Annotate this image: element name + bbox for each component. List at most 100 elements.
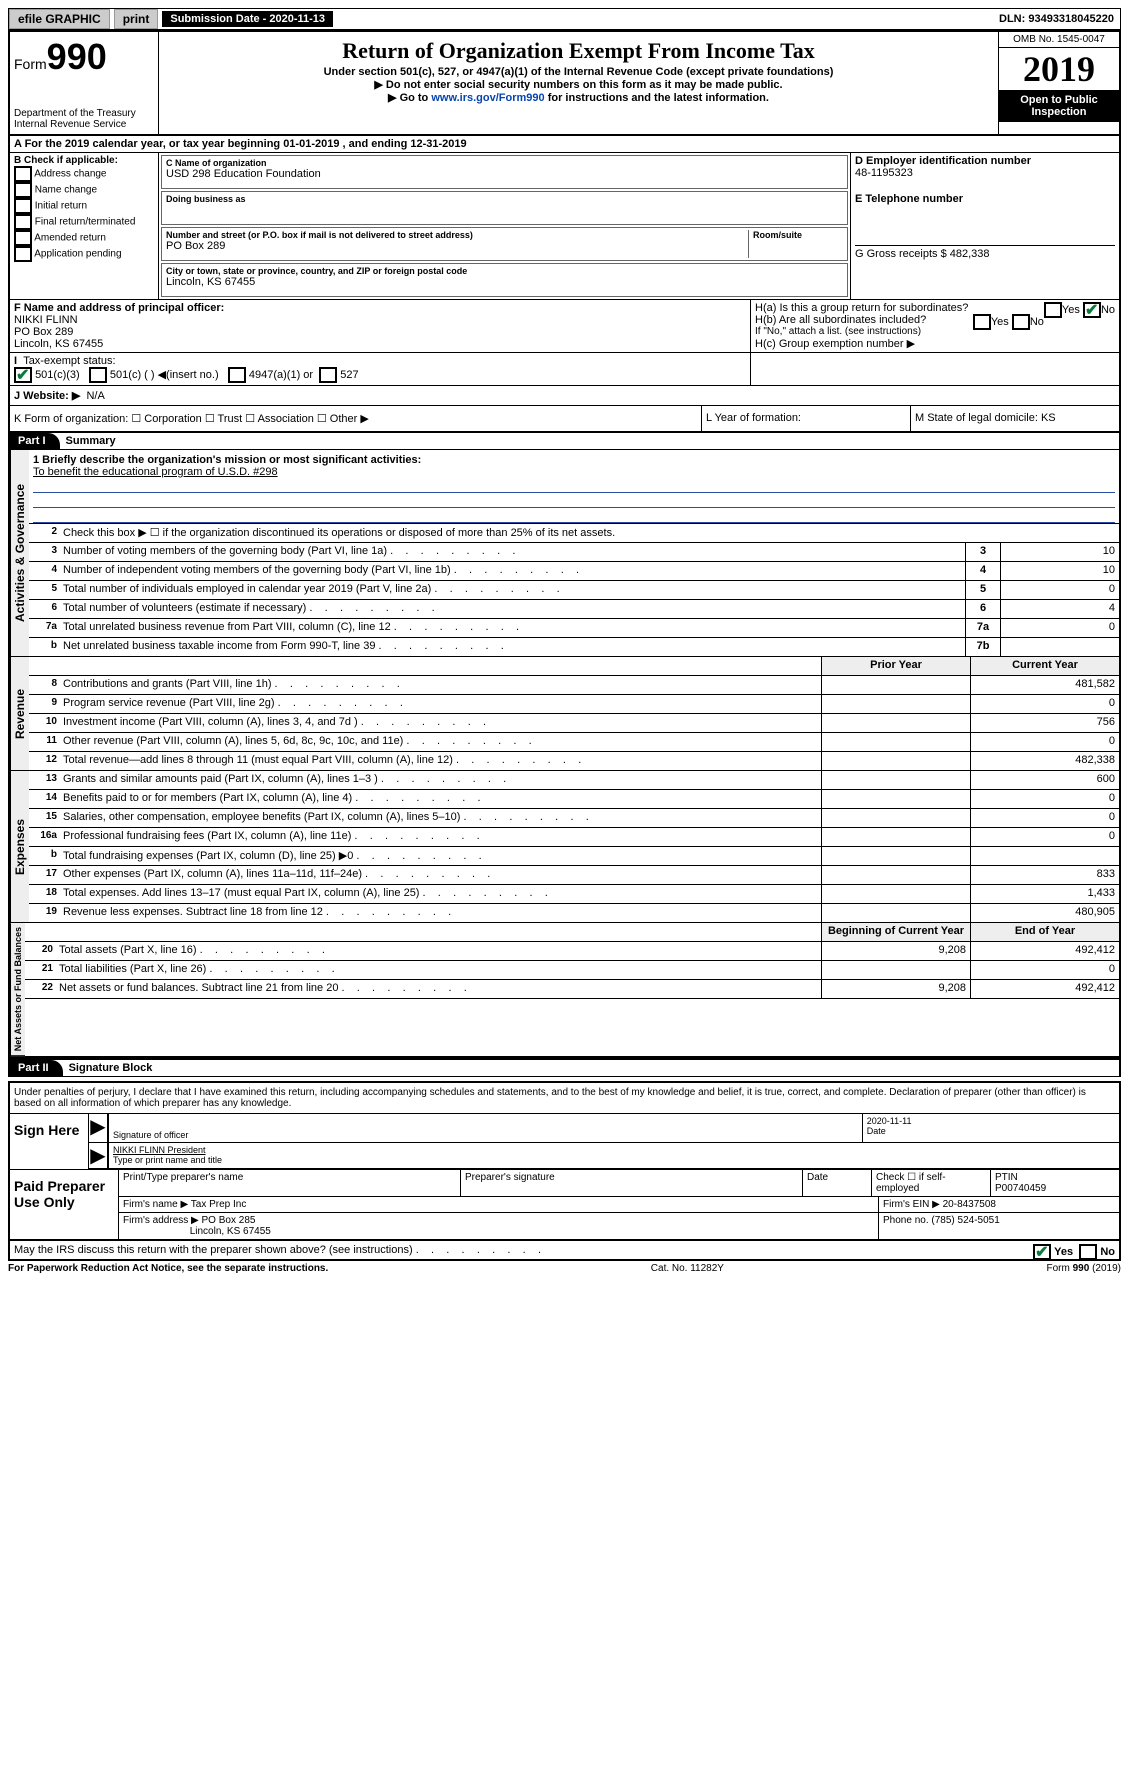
- 4947-checkbox[interactable]: [228, 367, 246, 383]
- ha-yes-checkbox[interactable]: [1044, 302, 1062, 318]
- summary-line: 18Total expenses. Add lines 13–17 (must …: [29, 885, 1119, 904]
- sig-officer-label: Signature of officer: [113, 1130, 858, 1140]
- instructions-link[interactable]: www.irs.gov/Form990: [431, 92, 544, 104]
- phone-label: Phone no.: [883, 1215, 929, 1226]
- prep-sig-header: Preparer's signature: [461, 1170, 803, 1196]
- box-b-option[interactable]: Application pending: [14, 246, 154, 262]
- city-value: Lincoln, KS 67455: [166, 276, 843, 288]
- end-year-header: End of Year: [970, 923, 1119, 941]
- city-field: City or town, state or province, country…: [161, 263, 848, 297]
- entity-section: B Check if applicable: Address change Na…: [8, 153, 1121, 300]
- summary-line: 3Number of voting members of the governi…: [29, 543, 1119, 562]
- year-formation: L Year of formation:: [702, 406, 911, 431]
- box-b-label: B Check if applicable:: [14, 155, 154, 166]
- sign-here-label: Sign Here: [10, 1114, 89, 1169]
- summary-line: 12Total revenue—add lines 8 through 11 (…: [29, 752, 1119, 771]
- summary-line: 14Benefits paid to or for members (Part …: [29, 790, 1119, 809]
- submission-date: Submission Date - 2020-11-13: [162, 11, 333, 27]
- firm-addr1: PO Box 285: [202, 1215, 256, 1226]
- row-a-period: A For the 2019 calendar year, or tax yea…: [8, 136, 1121, 153]
- summary-line: 9Program service revenue (Part VIII, lin…: [29, 695, 1119, 714]
- box-b: B Check if applicable: Address change Na…: [10, 153, 159, 299]
- 501c3-checkbox[interactable]: [14, 367, 32, 383]
- part1-title: Summary: [60, 435, 116, 447]
- mission-text: To benefit the educational program of U.…: [33, 466, 1115, 478]
- form-number: Form990: [14, 36, 154, 78]
- h-c-row: H(c) Group exemption number ▶: [755, 337, 1115, 350]
- ptin-value: P00740459: [995, 1183, 1046, 1194]
- firm-addr2: Lincoln, KS 67455: [190, 1226, 271, 1237]
- summary-line: bNet unrelated business taxable income f…: [29, 638, 1119, 657]
- summary-line: 7aTotal unrelated business revenue from …: [29, 619, 1119, 638]
- summary-line: 13Grants and similar amounts paid (Part …: [29, 771, 1119, 790]
- h-b-note: If "No," attach a list. (see instruction…: [755, 326, 1115, 337]
- paperwork-notice: For Paperwork Reduction Act Notice, see …: [8, 1263, 328, 1274]
- box-b-option[interactable]: Final return/terminated: [14, 214, 154, 230]
- dln-label: DLN: 93493318045220: [999, 13, 1120, 25]
- form-ref: Form 990 (2019): [1047, 1263, 1121, 1274]
- efile-button[interactable]: efile GRAPHIC: [9, 9, 110, 29]
- website-row: J Website: ▶ N/A: [8, 386, 1121, 406]
- summary-line: 17Other expenses (Part IX, column (A), l…: [29, 866, 1119, 885]
- gross-receipts: G Gross receipts $ 482,338: [855, 245, 1115, 260]
- prior-year-header: Prior Year: [821, 657, 970, 675]
- ha-no-checkbox[interactable]: [1083, 302, 1101, 318]
- hb-yes-checkbox[interactable]: [973, 314, 991, 330]
- org-name-value: USD 298 Education Foundation: [166, 168, 843, 180]
- 527-checkbox[interactable]: [319, 367, 337, 383]
- arrow-icon: ▶: [89, 1143, 109, 1168]
- discuss-no-checkbox[interactable]: [1079, 1244, 1097, 1260]
- line2-checkbox-text: Check this box ▶ ☐ if the organization d…: [61, 524, 1119, 542]
- summary-line: 8Contributions and grants (Part VIII, li…: [29, 676, 1119, 695]
- summary-line: 10Investment income (Part VIII, column (…: [29, 714, 1119, 733]
- open-public-badge: Open to Public Inspection: [999, 90, 1119, 122]
- name-title-label: Type or print name and title: [113, 1155, 1115, 1165]
- klm-row: K Form of organization: ☐ Corporation ☐ …: [8, 406, 1121, 433]
- summary-line: 15Salaries, other compensation, employee…: [29, 809, 1119, 828]
- summary-line: 6Total number of volunteers (estimate if…: [29, 600, 1119, 619]
- print-button[interactable]: print: [114, 9, 159, 29]
- officer-name-title: NIKKI FLINN President: [113, 1145, 1115, 1155]
- page-footer: For Paperwork Reduction Act Notice, see …: [8, 1261, 1121, 1276]
- sig-date-value: 2020-11-11: [867, 1116, 1115, 1126]
- top-toolbar: efile GRAPHIC print Submission Date - 20…: [8, 8, 1121, 30]
- website-value: N/A: [86, 390, 104, 402]
- summary-line: 4Number of independent voting members of…: [29, 562, 1119, 581]
- self-employed-check: Check ☐ if self-employed: [872, 1170, 991, 1196]
- box-b-option[interactable]: Address change: [14, 166, 154, 182]
- summary-line: 16aProfessional fundraising fees (Part I…: [29, 828, 1119, 847]
- subtitle-3: ▶ Go to www.irs.gov/Form990 for instruct…: [163, 91, 994, 104]
- tax-status-row: I Tax-exempt status: 501(c)(3) 501(c) ( …: [8, 353, 1121, 386]
- arrow-icon: ▶: [89, 1114, 109, 1142]
- paid-preparer-label: Paid Preparer Use Only: [10, 1170, 119, 1239]
- form-header: Form990 Department of the Treasury Inter…: [8, 30, 1121, 136]
- form-title: Return of Organization Exempt From Incom…: [163, 38, 994, 64]
- prep-date-header: Date: [803, 1170, 872, 1196]
- 501c-checkbox[interactable]: [89, 367, 107, 383]
- dept-label: Department of the Treasury Internal Reve…: [14, 108, 154, 130]
- phone-value: (785) 524-5051: [931, 1215, 999, 1226]
- box-b-option[interactable]: Initial return: [14, 198, 154, 214]
- telephone-label: E Telephone number: [855, 193, 1115, 205]
- firm-addr-label: Firm's address ▶: [123, 1215, 199, 1226]
- omb-number: OMB No. 1545-0047: [999, 32, 1119, 48]
- part1-tab: Part I: [10, 433, 60, 449]
- city-label: City or town, state or province, country…: [166, 266, 843, 276]
- room-label: Room/suite: [753, 230, 843, 240]
- box-b-option[interactable]: Name change: [14, 182, 154, 198]
- hb-no-checkbox[interactable]: [1012, 314, 1030, 330]
- summary-line: 11Other revenue (Part VIII, column (A), …: [29, 733, 1119, 752]
- firm-ein-label: Firm's EIN ▶: [883, 1199, 940, 1210]
- form-of-org: K Form of organization: ☐ Corporation ☐ …: [10, 406, 702, 431]
- address-label: Number and street (or P.O. box if mail i…: [166, 230, 748, 240]
- h-a-row: H(a) Is this a group return for subordin…: [755, 302, 1115, 314]
- vlabel-revenue: Revenue: [10, 657, 29, 771]
- firm-name-value: Tax Prep Inc: [191, 1199, 247, 1210]
- box-b-option[interactable]: Amended return: [14, 230, 154, 246]
- signature-section: Under penalties of perjury, I declare th…: [8, 1081, 1121, 1241]
- part2-title: Signature Block: [63, 1062, 153, 1074]
- current-year-header: Current Year: [970, 657, 1119, 675]
- address-value: PO Box 289: [166, 240, 748, 252]
- mission-block: 1 Briefly describe the organization's mi…: [29, 450, 1119, 524]
- discuss-yes-checkbox[interactable]: [1033, 1244, 1051, 1260]
